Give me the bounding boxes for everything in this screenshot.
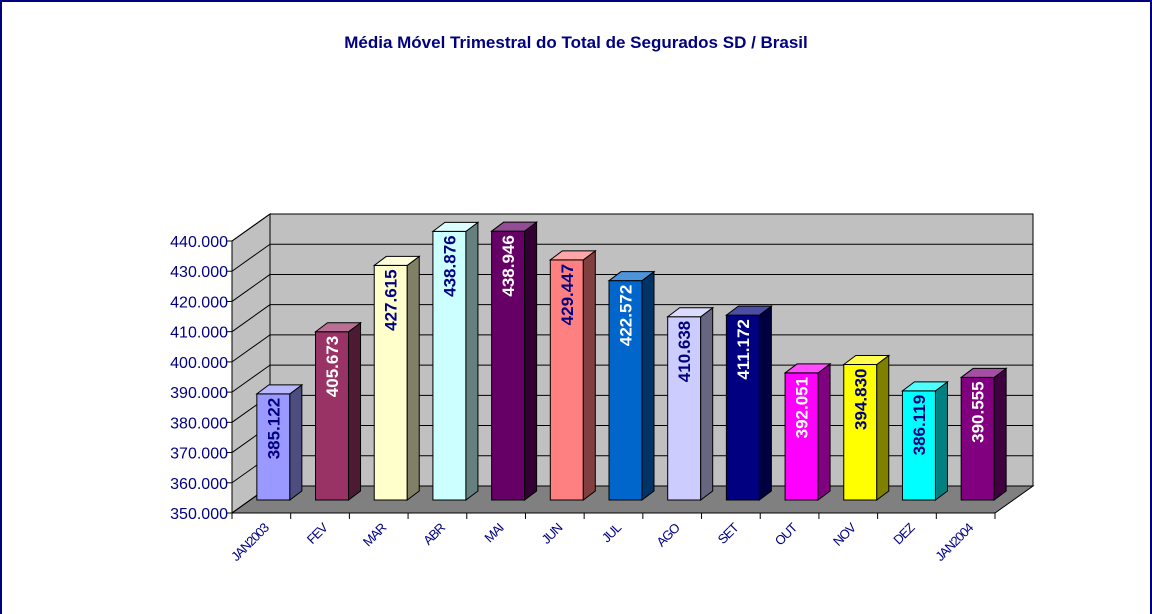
bar-top	[548, 250, 597, 261]
bar-top	[372, 255, 421, 266]
y-tick-label: 390.000	[170, 385, 228, 402]
value-label: 392.051	[793, 377, 812, 438]
bar-front	[608, 280, 643, 501]
y-tick-label: 360.000	[170, 476, 228, 493]
bar-front	[960, 376, 995, 501]
y-tick-label: 350.000	[170, 506, 228, 523]
y-tick-label: 420.000	[170, 294, 228, 311]
grid-line	[231, 213, 271, 242]
value-label: 427.615	[382, 269, 401, 330]
bar-top	[490, 221, 539, 232]
bar-side	[524, 221, 538, 501]
value-label: 438.946	[499, 235, 518, 296]
value-label: 394.830	[851, 369, 870, 430]
bar-side	[700, 306, 714, 501]
grid-line	[231, 274, 271, 302]
bar-side	[817, 362, 831, 501]
value-label: 405.673	[323, 336, 342, 397]
bar-top	[724, 305, 773, 316]
value-label: 390.555	[969, 381, 988, 442]
y-tick-label: 430.000	[170, 264, 228, 281]
bar-top	[959, 367, 1008, 378]
y-tick-label: 440.000	[170, 234, 228, 251]
bar-top	[607, 271, 656, 282]
bar-side	[876, 354, 890, 501]
value-label: 422.572	[617, 285, 636, 346]
bar-top	[314, 322, 363, 333]
bar-side	[641, 270, 655, 501]
value-label: 438.876	[440, 235, 459, 296]
value-label: 386.119	[910, 395, 929, 456]
bar-side	[582, 249, 596, 501]
y-tick-label: 400.000	[170, 355, 228, 372]
bar-top	[255, 384, 304, 395]
grid-line	[231, 334, 271, 363]
bar-front	[784, 372, 819, 501]
bar-top	[431, 221, 480, 232]
chart-title: Média Móvel Trimestral do Total de Segur…	[344, 33, 808, 52]
bar-side	[993, 367, 1007, 501]
bar-side	[289, 383, 303, 501]
value-label: 385.122	[264, 398, 283, 459]
grid-line	[231, 304, 271, 333]
bar-top	[783, 363, 832, 374]
bar-top	[666, 307, 715, 318]
bar-front	[491, 230, 526, 501]
value-label: 411.172	[734, 319, 753, 380]
y-tick-label: 370.000	[170, 446, 228, 463]
bar-top	[842, 355, 891, 366]
y-tick-label: 380.000	[170, 415, 228, 432]
bar-top	[900, 381, 949, 392]
grid-line	[231, 364, 271, 393]
bar-front	[315, 331, 350, 501]
value-label: 410.638	[675, 321, 694, 382]
bar-side	[348, 321, 362, 501]
bar-front	[901, 390, 936, 501]
value-label: 429.447	[558, 264, 577, 325]
bar-side	[934, 380, 948, 501]
bar-side	[758, 305, 772, 501]
bar-front	[549, 259, 584, 501]
bar-side	[465, 221, 479, 501]
y-tick-label: 410.000	[170, 325, 228, 342]
bar-front	[373, 264, 408, 501]
grid-line	[231, 243, 271, 272]
bar-side	[406, 255, 420, 501]
bar-front	[256, 393, 291, 501]
